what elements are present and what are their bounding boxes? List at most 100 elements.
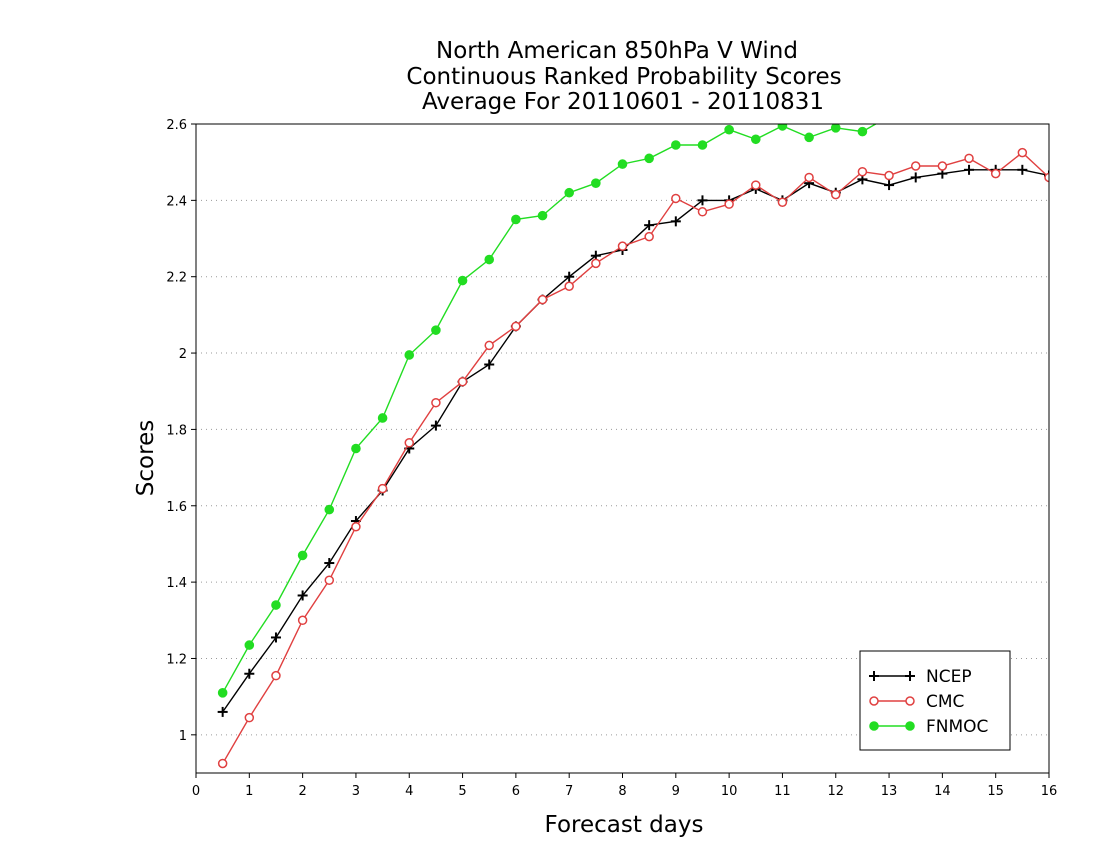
y-tick-label: 1.2 [166, 652, 187, 667]
point-fnmoc [830, 124, 841, 133]
point-fnmoc [457, 275, 468, 286]
point-cmc [910, 161, 921, 171]
legend-entry-ncep: NCEP [869, 667, 972, 687]
series-fnmoc [217, 112, 1054, 698]
legend-marker-cmc [905, 696, 915, 706]
point-cmc [591, 258, 601, 269]
point-cmc [1044, 172, 1049, 183]
x-tick-label: 3 [352, 784, 360, 799]
series-line-ncep [222, 169, 1049, 713]
point-cmc [831, 189, 841, 200]
point-fnmoc [965, 112, 974, 121]
x-tick-label: 7 [565, 784, 573, 799]
title-line-1: North American 850hPa V Wind [436, 38, 798, 64]
series-layer [217, 112, 1054, 769]
point-fnmoc [644, 153, 654, 164]
point-fnmoc [404, 350, 415, 360]
point-cmc [937, 161, 948, 171]
point-ncep [564, 271, 575, 282]
point-fnmoc [857, 126, 868, 137]
point-cmc [297, 615, 308, 626]
point-ncep [964, 164, 975, 175]
x-tick-label: 16 [1041, 784, 1058, 799]
point-cmc [271, 670, 281, 681]
point-cmc [1017, 147, 1028, 158]
legend-entry-fnmoc: FNMOC [869, 717, 988, 737]
point-cmc [857, 166, 868, 177]
title-line-3: Average For 20110601 - 20110831 [422, 89, 824, 115]
point-fnmoc [244, 640, 255, 650]
point-cmc [777, 197, 788, 208]
x-axis-title: Forecast days [545, 812, 704, 838]
point-cmc [671, 193, 681, 204]
x-tick-label: 5 [458, 784, 466, 799]
point-ncep [884, 180, 895, 191]
point-ncep [270, 632, 281, 643]
point-ncep [1017, 164, 1028, 175]
plot-frame [195, 123, 1050, 774]
point-cmc [404, 438, 414, 448]
point-fnmoc [671, 140, 681, 150]
point-fnmoc [297, 550, 308, 561]
legend: NCEP CMC FNMOC [859, 650, 1011, 751]
point-fnmoc [511, 214, 521, 225]
point-cmc [377, 483, 388, 494]
title-line-2: Continuous Ranked Probability Scores [406, 64, 841, 90]
point-fnmoc [804, 132, 814, 143]
point-fnmoc [324, 504, 335, 515]
y-tick-label: 1.8 [166, 423, 187, 438]
legend-marker-ncep [869, 671, 879, 681]
point-cmc [884, 170, 894, 181]
point-ncep [670, 216, 681, 227]
point-cmc [431, 397, 441, 408]
point-ncep [484, 359, 495, 370]
point-cmc [804, 172, 814, 183]
axes: 11.21.41.61.822.22.42.60 1 2 3 4 5 6 7 8 9 10 11 12 1… [166, 118, 1057, 799]
chart-title: North American 850hPa V Wind Continuous … [406, 38, 841, 115]
point-fnmoc [484, 254, 495, 265]
point-fnmoc [271, 600, 281, 610]
point-fnmoc [1045, 112, 1054, 121]
x-tick-label: 9 [672, 784, 680, 799]
y-axis-title: Scores [133, 420, 159, 496]
legend-entry-cmc: CMC [869, 692, 964, 712]
x-tick-label: 11 [774, 784, 791, 799]
point-fnmoc [885, 112, 894, 121]
x-tick-label: 6 [512, 784, 520, 799]
point-ncep [244, 668, 255, 679]
point-ncep [644, 220, 655, 231]
series-cmc [217, 147, 1049, 769]
x-tick-label: 15 [987, 784, 1004, 799]
legend-label-cmc: CMC [926, 692, 964, 712]
point-fnmoc [351, 443, 361, 454]
point-fnmoc [377, 413, 388, 423]
point-ncep [697, 195, 708, 206]
point-cmc [324, 575, 335, 585]
series-line-fnmoc [222, 124, 878, 694]
x-tick-label: 13 [881, 784, 898, 799]
legend-marker-fnmoc [869, 721, 879, 731]
legend-marker-fnmoc [905, 721, 915, 731]
point-cmc [964, 153, 974, 164]
point-ncep [324, 558, 335, 569]
point-fnmoc [938, 112, 947, 121]
x-tick-label: 8 [618, 784, 626, 799]
x-tick-label: 12 [827, 784, 844, 799]
point-cmc [457, 376, 468, 387]
x-tick-label: 10 [721, 784, 738, 799]
y-tick-label: 1 [179, 729, 187, 744]
point-cmc [990, 168, 1001, 179]
x-tick-label: 1 [245, 784, 253, 799]
point-ncep [297, 590, 308, 601]
point-cmc [351, 522, 361, 532]
y-tick-label: 1.4 [166, 576, 187, 591]
legend-label-fnmoc: FNMOC [926, 717, 988, 737]
series-ncep [217, 164, 1049, 717]
legend-label-ncep: NCEP [926, 667, 972, 687]
point-fnmoc [911, 112, 920, 121]
x-tick-label: 0 [192, 784, 200, 799]
point-cmc [217, 758, 228, 769]
point-cmc [484, 340, 494, 351]
legend-marker-cmc [869, 696, 879, 706]
